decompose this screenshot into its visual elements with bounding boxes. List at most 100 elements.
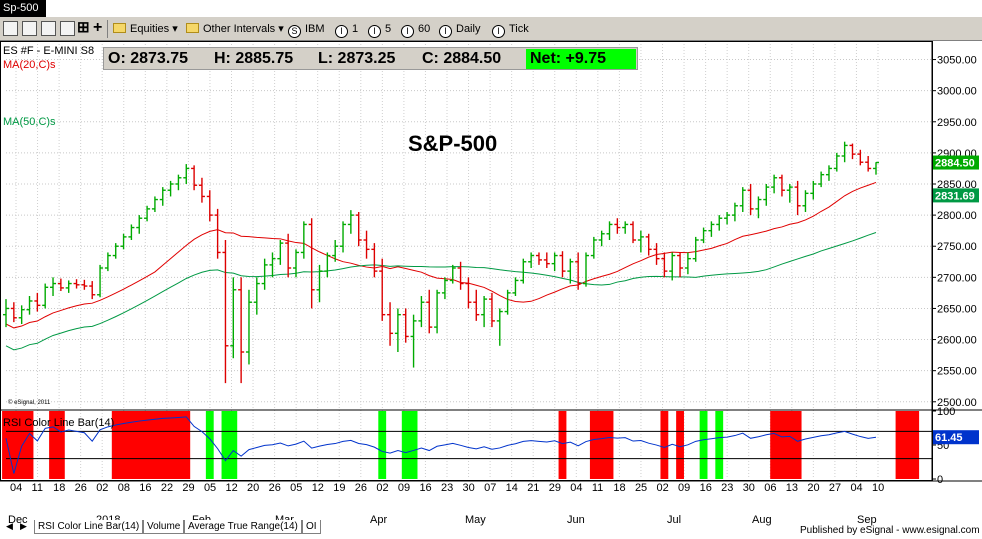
ohlc-bar [434, 289, 441, 334]
day-tick-label: 25 [635, 482, 647, 494]
ohlc-bar [575, 252, 582, 290]
symbol-icon: S [288, 25, 301, 38]
folder-icon [186, 23, 199, 33]
ohlc-bar [567, 258, 574, 284]
rsi-shade-band [715, 411, 724, 479]
ohlc-bar [786, 184, 793, 203]
grid-icon[interactable] [22, 21, 37, 36]
watermark: © eSignal, 2011 [8, 399, 51, 406]
ohlc-bar [661, 252, 668, 278]
ohlc-bar [810, 180, 817, 200]
ohlc-bar [747, 184, 754, 216]
folder-icon [113, 23, 126, 33]
interval-icon: I [492, 25, 505, 38]
ohlc-bar [818, 171, 825, 188]
ohlc-bar [684, 252, 691, 275]
ibm-button-label: IBM [305, 23, 325, 35]
ohlc-bar [677, 252, 684, 278]
day-tick-label: 11 [32, 482, 43, 494]
day-tick-label: 12 [226, 482, 238, 494]
day-tick-label: 09 [678, 482, 690, 494]
month-label: Dec [8, 514, 28, 526]
ohlc-bar [504, 289, 511, 315]
interval-tick-button[interactable]: I Tick [492, 21, 529, 38]
tab-volume[interactable]: Volume [143, 520, 185, 534]
rsi-shade-band [401, 411, 418, 479]
ohlc-bar [755, 196, 762, 219]
rsi-line [5, 416, 877, 474]
price-chart[interactable]: 3050.003000.002950.002900.002850.002800.… [0, 41, 982, 539]
day-tick-label: 02 [376, 482, 388, 494]
day-tick-label: 27 [829, 482, 841, 494]
low-value: L: 2873.25 [318, 50, 396, 67]
rsi-line-group [5, 416, 877, 474]
day-tick-label: 30 [463, 482, 475, 494]
ohlc-bar [3, 299, 9, 328]
ohlc-bar [622, 221, 629, 234]
other-intervals-menu[interactable]: Other Intervals ▾ [186, 21, 284, 38]
ibm-button[interactable]: S IBM [288, 21, 325, 38]
day-tick-label: 12 [312, 482, 324, 494]
tab-oi[interactable]: OI [302, 520, 321, 534]
equities-menu[interactable]: Equities ▾ [113, 21, 178, 38]
price-tick-label: 2850.00 [937, 179, 977, 191]
edit-icon[interactable] [60, 21, 75, 36]
ohlc-bar [645, 233, 652, 256]
day-tick-label: 13 [786, 482, 798, 494]
table-icon[interactable] [41, 21, 56, 36]
price-tick-label: 2650.00 [937, 303, 977, 315]
ohlc-bar [849, 143, 856, 160]
ohlc-bar [65, 280, 72, 293]
ohlc-bar [261, 258, 268, 290]
ohlc-bar [128, 224, 135, 240]
chart-labels: 2884.50 2831.69 61.45 ES #F - E-MINI S8 MA(2… [3, 45, 979, 445]
month-label: Sep [857, 514, 877, 526]
day-tick-label: 21 [527, 482, 539, 494]
rsi-pane-label: RSI Color Line Bar(14) [3, 417, 114, 429]
ohlc-bar [316, 264, 323, 303]
ohlc-bar [175, 174, 182, 191]
chart-layout-icon[interactable] [3, 21, 18, 36]
ohlc-bar [614, 218, 621, 234]
ohlc-bar [481, 296, 488, 328]
interval-daily-button[interactable]: I Daily [439, 21, 480, 38]
interval-60-button[interactable]: I 60 [401, 21, 430, 38]
ohlc-bar [402, 308, 409, 343]
interval-daily-label: Daily [456, 23, 481, 35]
day-tick-label: 29 [182, 482, 194, 494]
interval-icon: I [368, 25, 381, 38]
dropdown-arrow-icon: ▾ [172, 23, 178, 35]
ma50-last-label: 2831.69 [935, 190, 975, 202]
close-value: C: 2884.50 [422, 50, 502, 67]
interval-1-label: 1 [352, 23, 359, 35]
rsi-shade-band [676, 411, 684, 479]
ohlc-bar [293, 249, 299, 278]
tab-atr[interactable]: Average True Range(14) [184, 520, 302, 534]
day-tick-label: 19 [333, 482, 345, 494]
ohlc-bar [833, 152, 840, 172]
ohlc-bar [794, 180, 801, 216]
interval-icon: I [401, 25, 414, 38]
ohlc-bar [426, 289, 433, 334]
ohlc-bar [528, 252, 535, 268]
add-icon[interactable]: + [93, 19, 103, 36]
day-tick-label: 04 [10, 482, 22, 494]
ohlc-bar [112, 243, 119, 259]
month-label: Jun [567, 514, 585, 526]
day-tick-label: 09 [398, 482, 410, 494]
day-tick-label: 18 [613, 482, 625, 494]
ma20-label: MA(20,C)s [3, 59, 56, 71]
ohlc-bar [387, 302, 394, 346]
tab-scroll-right-icon[interactable]: ▶ [20, 521, 27, 531]
tab-rsi[interactable]: RSI Color Line Bar(14) [34, 520, 144, 534]
chart-area[interactable]: 3050.00 3000.00 2950.00 2900.00 2850.00 2800.… [0, 41, 982, 539]
day-tick-label: 04 [850, 482, 862, 494]
last-price-label-box [933, 155, 979, 170]
chart-tools-icon[interactable]: ⊞ [77, 19, 90, 36]
ohlc-bar [473, 289, 480, 321]
ohlc-bar [520, 258, 527, 284]
tab-scroll-left-icon[interactable]: ◀ [6, 521, 13, 531]
